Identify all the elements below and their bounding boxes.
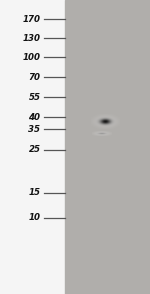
Text: 35: 35 — [28, 125, 40, 134]
Text: 170: 170 — [22, 15, 40, 24]
Text: 10: 10 — [28, 213, 40, 222]
Bar — [65, 0, 150, 294]
Text: 40: 40 — [28, 113, 40, 121]
Text: 130: 130 — [22, 34, 40, 43]
Text: 15: 15 — [28, 188, 40, 197]
Bar — [0, 0, 65, 294]
Text: 55: 55 — [28, 93, 40, 101]
Text: 100: 100 — [22, 53, 40, 62]
Text: 25: 25 — [28, 146, 40, 154]
Text: 70: 70 — [28, 73, 40, 81]
